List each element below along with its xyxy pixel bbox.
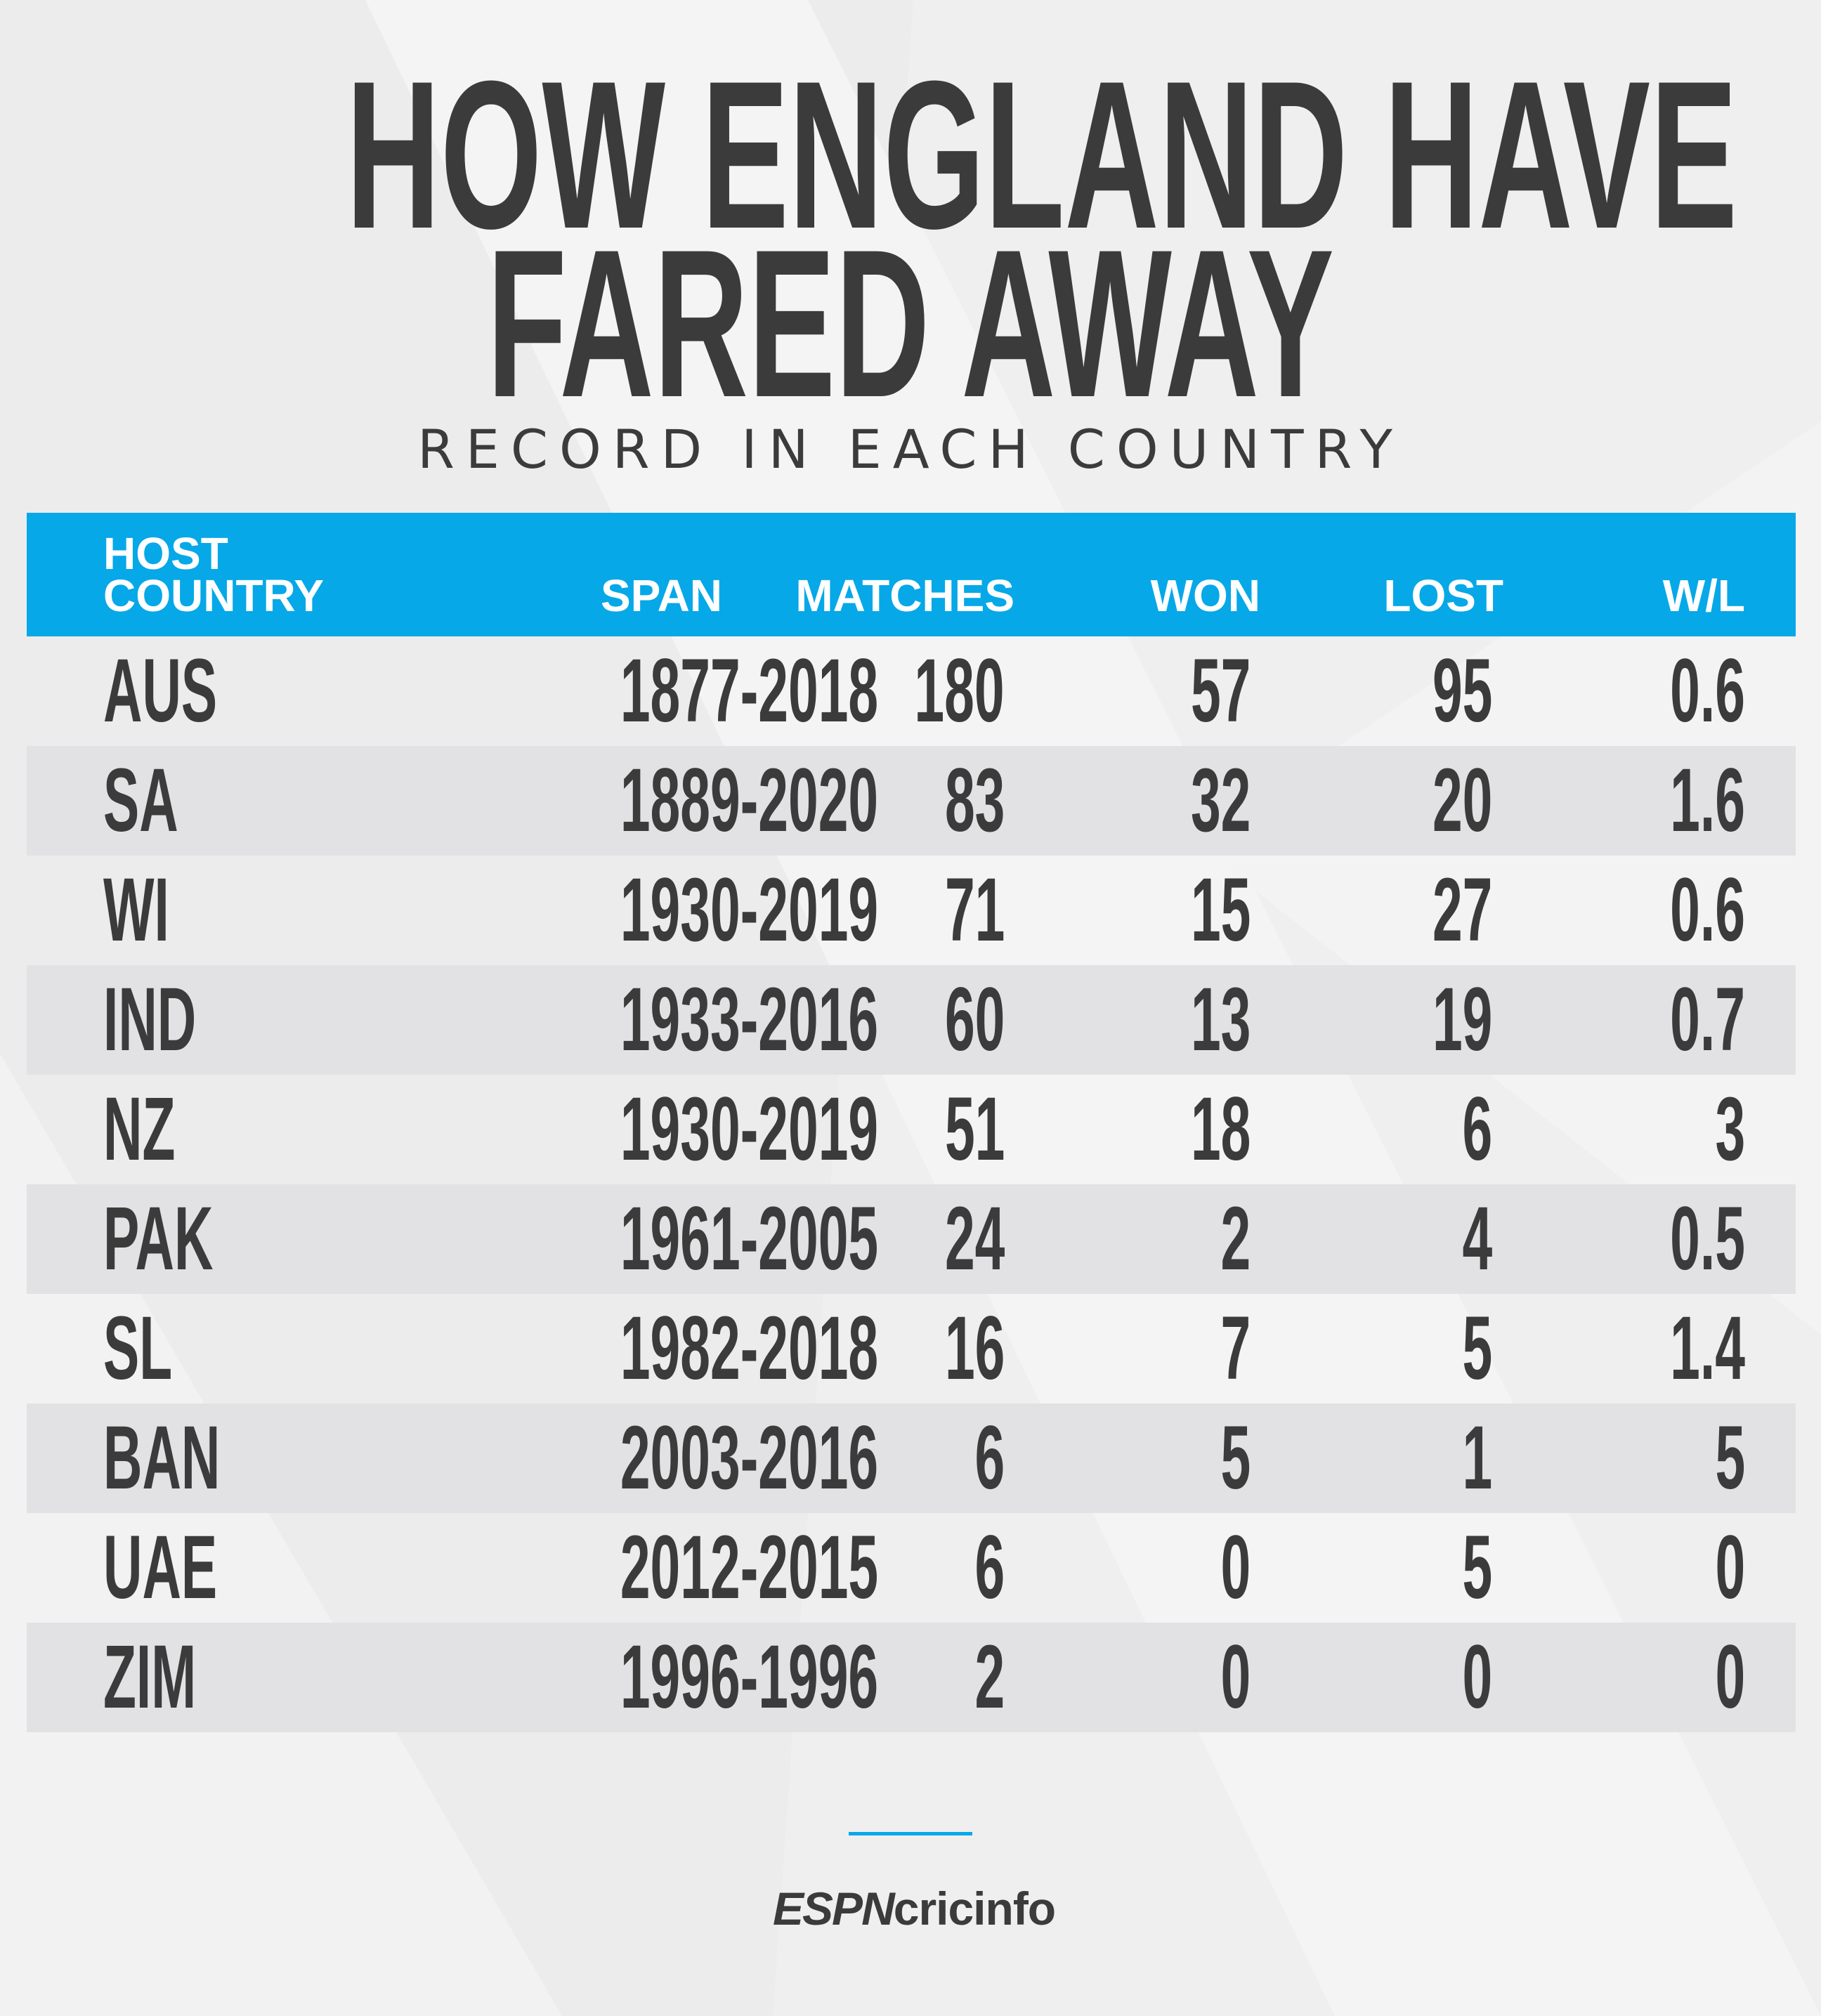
header-wl: W/L: [1662, 570, 1745, 621]
cell-won: 0: [1220, 1517, 1251, 1618]
cell-wl: 1.4: [1670, 1298, 1745, 1399]
cell-host: AUS: [103, 641, 218, 741]
header-span: SPAN: [600, 570, 722, 621]
table-row: ZIM 1996-1996 2 0 0 0: [27, 1623, 1796, 1732]
cell-matches: 71: [944, 860, 1005, 960]
cell-host: SA: [103, 750, 178, 851]
cell-wl: 0.6: [1670, 641, 1745, 741]
cell-host: BAN: [103, 1408, 221, 1508]
table-row: PAK 1961-2005 24 2 4 0.5: [27, 1184, 1796, 1294]
footer-divider: [849, 1832, 972, 1835]
cell-won: 57: [1190, 641, 1251, 741]
espncricinfo-logo: ESPNcricinfo: [773, 1883, 1056, 1935]
cell-host: NZ: [103, 1079, 176, 1179]
cell-span: 2003-2016: [620, 1408, 879, 1508]
cell-span: 1889-2020: [620, 750, 879, 851]
cell-matches: 83: [944, 750, 1005, 851]
cell-lost: 6: [1462, 1079, 1492, 1179]
cell-span: 1996-1996: [620, 1627, 879, 1727]
cell-host: UAE: [103, 1517, 218, 1618]
cell-lost: 27: [1432, 860, 1492, 960]
table-row: NZ 1930-2019 51 18 6 3: [27, 1075, 1796, 1184]
chart-title-line-2: FARED AWAY: [487, 205, 1334, 441]
table-row: BAN 2003-2016 6 5 1 5: [27, 1403, 1796, 1513]
cell-span: 1930-2019: [620, 1079, 879, 1179]
cell-wl: 0: [1715, 1517, 1745, 1618]
table-row: SA 1889-2020 83 32 20 1.6: [27, 746, 1796, 856]
chart-title-line-1: HOW ENGLAND HAVE: [346, 37, 1738, 273]
cell-matches: 6: [974, 1517, 1005, 1618]
cell-wl: 1.6: [1670, 750, 1745, 851]
table-header: HOST COUNTRY SPAN MATCHES WON LOST W/L: [27, 513, 1796, 636]
cell-won: 18: [1190, 1079, 1251, 1179]
cell-matches: 16: [944, 1298, 1005, 1399]
cell-span: 1933-2016: [620, 969, 879, 1070]
cell-host: WI: [103, 860, 169, 960]
cell-wl: 0.5: [1670, 1189, 1745, 1289]
table-row: AUS 1877-2018 180 57 95 0.6: [27, 636, 1796, 746]
header-lost: LOST: [1383, 570, 1503, 621]
cell-lost: 0: [1462, 1627, 1492, 1727]
table-row: SL 1982-2018 16 7 5 1.4: [27, 1294, 1796, 1403]
cell-won: 15: [1190, 860, 1251, 960]
cell-won: 2: [1220, 1189, 1251, 1289]
header-won: WON: [1150, 570, 1260, 621]
cell-host: SL: [103, 1298, 173, 1399]
cell-won: 32: [1190, 750, 1251, 851]
cell-lost: 19: [1432, 969, 1492, 1070]
cell-span: 1930-2019: [620, 860, 879, 960]
cell-won: 13: [1190, 969, 1251, 1070]
cell-lost: 1: [1462, 1408, 1492, 1508]
chart-subtitle: RECORD IN EACH COUNTRY: [417, 418, 1404, 480]
cell-lost: 5: [1462, 1298, 1492, 1399]
cell-wl: 3: [1715, 1079, 1745, 1179]
header-matches: MATCHES: [795, 570, 1014, 621]
cell-wl: 5: [1715, 1408, 1745, 1508]
cell-lost: 95: [1432, 641, 1492, 741]
table-row: IND 1933-2016 60 13 19 0.7: [27, 965, 1796, 1075]
cell-matches: 24: [944, 1189, 1005, 1289]
cell-matches: 51: [944, 1079, 1005, 1179]
cell-matches: 60: [944, 969, 1005, 1070]
cell-lost: 20: [1432, 750, 1492, 851]
cell-matches: 2: [974, 1627, 1005, 1727]
cell-span: 1877-2018: [620, 641, 879, 741]
cell-host: ZIM: [103, 1627, 197, 1727]
cell-matches: 6: [974, 1408, 1005, 1508]
cell-wl: 0.6: [1670, 860, 1745, 960]
cell-wl: 0: [1715, 1627, 1745, 1727]
cell-span: 1982-2018: [620, 1298, 879, 1399]
cell-lost: 5: [1462, 1517, 1492, 1618]
header-host-country: HOST COUNTRY: [103, 528, 325, 621]
cell-won: 7: [1220, 1298, 1251, 1399]
cell-won: 0: [1220, 1627, 1251, 1727]
cell-lost: 4: [1462, 1189, 1492, 1289]
cell-wl: 0.7: [1670, 969, 1745, 1070]
table-row: WI 1930-2019 71 15 27 0.6: [27, 856, 1796, 965]
cell-span: 2012-2015: [620, 1517, 879, 1618]
cell-host: IND: [103, 969, 197, 1070]
cell-host: PAK: [103, 1189, 214, 1289]
cell-matches: 180: [914, 641, 1005, 741]
cell-span: 1961-2005: [620, 1189, 879, 1289]
table-row: UAE 2012-2015 6 0 5 0: [27, 1513, 1796, 1623]
cell-won: 5: [1220, 1408, 1251, 1508]
